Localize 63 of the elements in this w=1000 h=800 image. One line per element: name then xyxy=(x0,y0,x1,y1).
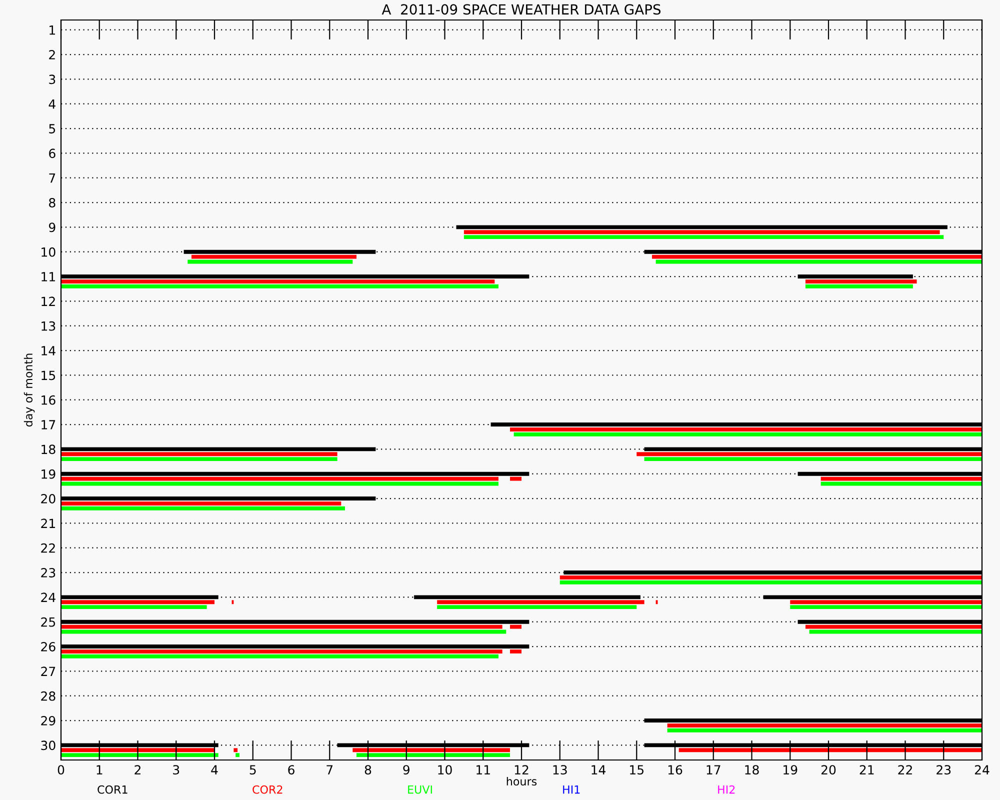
x-tick-label: 10 xyxy=(438,765,452,775)
x-tick-label: 13 xyxy=(553,765,567,775)
x-tick-label: 8 xyxy=(364,765,372,775)
x-tick-label: 18 xyxy=(745,765,759,775)
x-tick-label: 1 xyxy=(96,765,102,774)
y-tick-label: 1 xyxy=(50,26,55,35)
x-tick-label: 16 xyxy=(668,765,682,775)
y-tick-label: 10 xyxy=(42,247,56,257)
y-tick-label: 7 xyxy=(49,174,56,183)
y-tick-label: 21 xyxy=(41,518,55,528)
x-tick-label: 9 xyxy=(403,765,410,775)
y-tick-label: 9 xyxy=(48,222,56,232)
y-tick-label: 4 xyxy=(48,100,56,109)
y-tick-label: 12 xyxy=(42,296,55,306)
x-tick-label: 23 xyxy=(936,765,951,775)
x-tick-label: 4 xyxy=(211,765,218,774)
y-tick-label: 16 xyxy=(42,395,56,405)
y-tick-label: 17 xyxy=(42,420,56,430)
y-tick-label: 27 xyxy=(41,666,56,676)
x-tick-label: 2 xyxy=(134,765,140,774)
legend-label: HI2 xyxy=(718,785,735,794)
x-tick-label: 21 xyxy=(860,765,874,774)
x-tick-label: 14 xyxy=(592,765,606,774)
y-tick-label: 23 xyxy=(41,568,56,578)
x-tick-label: 6 xyxy=(288,765,294,775)
x-tick-label: 12 xyxy=(514,765,528,774)
y-tick-label: 5 xyxy=(49,124,56,134)
x-tick-label: 11 xyxy=(476,765,490,774)
x-tick-label: 3 xyxy=(173,765,180,775)
x-tick-label: 22 xyxy=(898,765,912,774)
y-tick-label: 15 xyxy=(42,370,56,380)
x-tick-label: 5 xyxy=(250,765,256,775)
y-tick-label: 28 xyxy=(41,691,56,701)
y-tick-label: 3 xyxy=(49,74,56,84)
y-axis-title: day of month xyxy=(24,354,35,427)
x-tick-label: 7 xyxy=(326,765,333,774)
x-tick-label: 17 xyxy=(706,765,720,774)
chart-title: A 2011-09 SPACE WEATHER DATA GAPS xyxy=(382,4,661,15)
y-tick-label: 19 xyxy=(42,469,56,479)
y-tick-label: 8 xyxy=(49,198,56,208)
x-tick-label: 15 xyxy=(630,765,644,775)
y-tick-label: 25 xyxy=(41,617,56,627)
x-tick-label: 19 xyxy=(784,765,798,775)
y-tick-label: 6 xyxy=(49,148,56,158)
text: COR2 xyxy=(252,785,282,794)
y-tick-label: 2 xyxy=(49,50,55,60)
y-tick-label: 20 xyxy=(41,494,56,504)
x-tick-label: 20 xyxy=(821,765,836,775)
y-tick-label: 14 xyxy=(42,346,56,356)
text: COR1 xyxy=(98,785,128,794)
y-tick-label: 22 xyxy=(41,543,55,553)
y-tick-label: 24 xyxy=(41,592,56,602)
y-tick-label: 13 xyxy=(42,321,56,331)
text: EUVI xyxy=(408,786,432,794)
x-tick-label: 0 xyxy=(58,765,64,775)
y-tick-label: 29 xyxy=(41,716,56,726)
y-tick-label: 18 xyxy=(42,444,56,454)
y-tick-label: 11 xyxy=(42,272,55,282)
y-tick-label: 26 xyxy=(41,642,56,652)
x-axis-title: hours xyxy=(506,776,537,786)
legend-label: HI1 xyxy=(563,786,580,794)
y-tick-label: 30 xyxy=(41,740,56,750)
x-tick-label: 24 xyxy=(974,765,990,774)
